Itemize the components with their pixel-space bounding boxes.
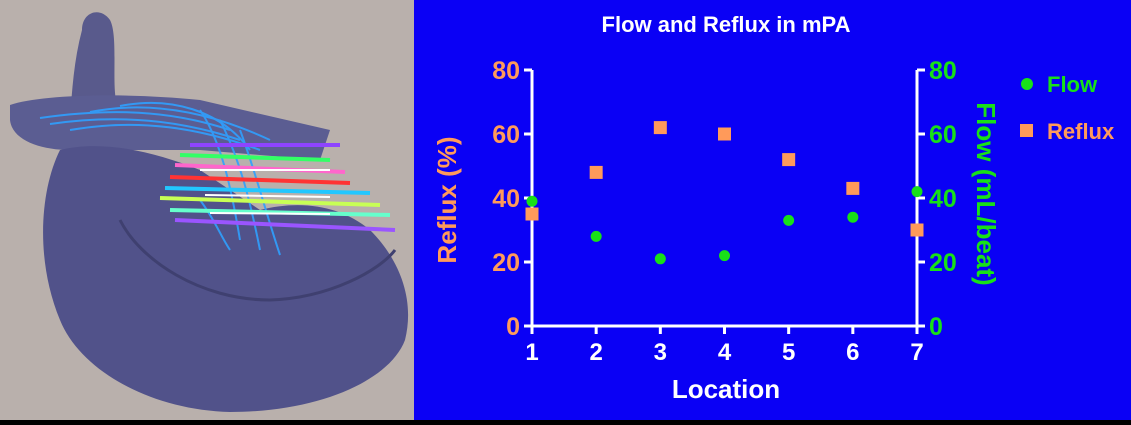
x-tick-label: 7	[910, 339, 923, 366]
reflux-point	[910, 223, 924, 237]
x-tick-label: 3	[654, 339, 667, 366]
flow-point	[590, 230, 602, 242]
right-y-tick-label: 80	[929, 57, 957, 85]
x-tick-label: 5	[782, 339, 795, 366]
right-y-tick-label: 40	[929, 185, 957, 213]
heart-rendering-panel	[0, 0, 414, 420]
right-y-tick-label: 20	[929, 249, 957, 277]
left-y-tick-label: 20	[492, 249, 520, 277]
legend-reflux-label: Reflux	[1047, 119, 1115, 144]
chart-title: Flow and Reflux in mPA	[602, 12, 851, 37]
reflux-point	[653, 121, 667, 135]
legend: Flow Reflux	[1020, 72, 1115, 144]
legend-flow-label: Flow	[1047, 72, 1098, 97]
flow-point	[847, 211, 859, 223]
reflux-point	[525, 207, 539, 221]
x-tick-label: 4	[718, 339, 732, 366]
flow-point	[783, 214, 795, 226]
legend-flow-marker	[1021, 78, 1033, 90]
left-axis-label: Reflux (%)	[432, 136, 462, 263]
chart-panel: Flow and Reflux in mPA Location Reflux (…	[414, 0, 1131, 420]
flow-point	[719, 250, 730, 262]
reflux-point	[589, 165, 603, 179]
x-tick-label: 6	[846, 339, 859, 366]
flow-point	[911, 186, 923, 198]
left-y-tick-label: 40	[492, 185, 520, 213]
reflux-point	[846, 181, 860, 195]
left-y-tick-label: 0	[506, 313, 520, 341]
left-y-tick-label: 80	[492, 57, 520, 85]
right-y-tick-label: 60	[929, 121, 957, 149]
heart-rendering-image	[10, 12, 409, 412]
legend-reflux-marker	[1020, 124, 1033, 137]
x-axis-label: Location	[672, 374, 780, 404]
reflux-point	[718, 127, 731, 141]
right-axis-label: Flow (mL/beat)	[971, 102, 1001, 285]
chart-svg: Flow and Reflux in mPA Location Reflux (…	[432, 12, 1115, 404]
reflux-point	[782, 153, 796, 167]
right-y-tick-label: 0	[929, 313, 943, 341]
flow-point	[654, 253, 666, 265]
x-tick-label: 2	[589, 339, 602, 366]
x-tick-label: 1	[525, 339, 538, 366]
left-y-tick-label: 60	[492, 121, 520, 149]
flow-point	[526, 195, 538, 207]
